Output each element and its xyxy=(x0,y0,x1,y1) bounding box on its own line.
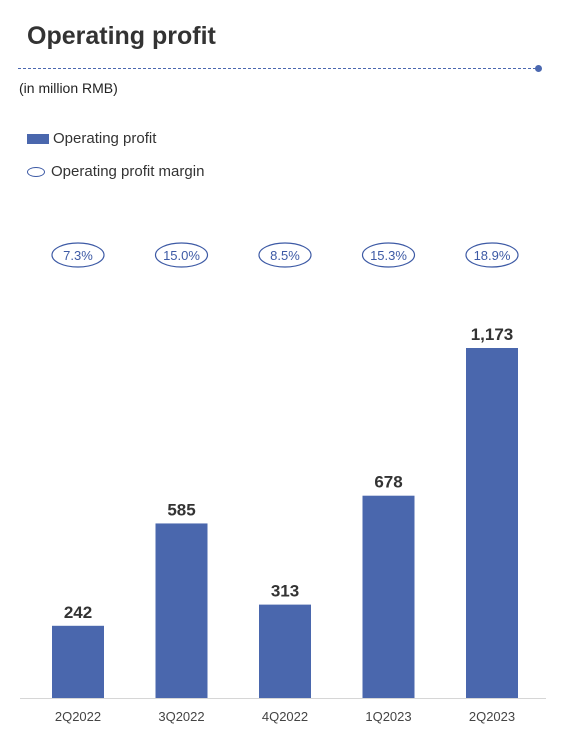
bar-value-label: 1,173 xyxy=(471,325,514,344)
margin-oval xyxy=(154,242,209,268)
x-tick-label: 1Q2023 xyxy=(365,709,411,724)
margin-label: 15.0% xyxy=(163,248,200,263)
bar-value-label: 242 xyxy=(64,603,92,622)
x-tick-label: 3Q2022 xyxy=(158,709,204,724)
margin-label: 8.5% xyxy=(270,248,300,263)
chart-title: Operating profit xyxy=(27,22,216,50)
legend-item-operating-profit: Operating profit xyxy=(27,130,156,147)
unit-note: (in million RMB) xyxy=(19,80,118,96)
x-tick-label: 2Q2023 xyxy=(469,709,515,724)
legend-label: Operating profit xyxy=(53,130,157,147)
divider-end-dot xyxy=(535,65,542,72)
margin-oval xyxy=(465,242,519,268)
bar-3Q2022 xyxy=(155,523,208,698)
legend-bar-swatch xyxy=(27,133,49,144)
bar-value-label: 678 xyxy=(374,473,402,492)
title-divider xyxy=(18,68,536,69)
bar-2Q2023 xyxy=(466,348,518,698)
x-tick-label: 4Q2022 xyxy=(262,709,308,724)
margin-oval xyxy=(258,242,312,268)
bar-4Q2022 xyxy=(259,604,311,698)
margin-label: 18.9% xyxy=(474,248,511,263)
legend-ellipse-swatch xyxy=(27,166,45,177)
legend-item-operating-profit-margin: Operating profit margin xyxy=(27,163,204,180)
bar-2Q2022 xyxy=(52,625,104,698)
bar-value-label: 313 xyxy=(271,582,299,601)
margin-label: 7.3% xyxy=(63,248,93,263)
margin-label: 15.3% xyxy=(370,248,407,263)
bar-value-label: 585 xyxy=(167,500,195,519)
x-tick-label: 2Q2022 xyxy=(55,709,101,724)
legend-label: Operating profit margin xyxy=(51,163,205,180)
margin-oval xyxy=(361,242,416,268)
bar-1Q2023 xyxy=(362,495,415,698)
margin-oval xyxy=(51,242,105,268)
